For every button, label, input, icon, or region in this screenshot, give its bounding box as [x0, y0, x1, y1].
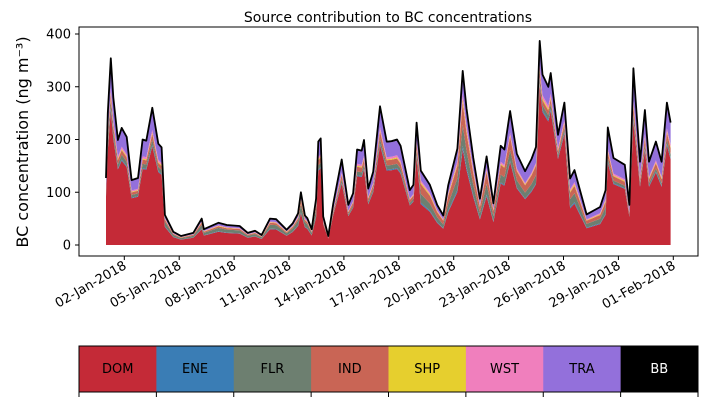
legend-swatch-ind — [311, 346, 389, 392]
legend-label-wst: WST — [490, 362, 519, 377]
legend-label-ind: IND — [338, 362, 362, 377]
plot-frame — [78, 26, 699, 257]
x-axis: 02-Jan-201805-Jan-201808-Jan-201811-Jan-… — [53, 256, 678, 312]
total-line — [105, 40, 672, 237]
stacked-areas — [106, 40, 671, 245]
y-tick-label: 400 — [46, 28, 71, 43]
legend-swatch-bb — [620, 346, 699, 392]
legend-label-dom: DOM — [102, 362, 133, 377]
legend-colorbar: DOM ENE FLR IND SHP WST TRA BB — [78, 345, 699, 397]
y-tick-label: 100 — [46, 186, 71, 201]
legend-swatch-flr — [233, 346, 312, 392]
legend-swatch-ene — [156, 346, 235, 392]
area-dom — [106, 85, 671, 245]
y-tick-label: 200 — [46, 133, 71, 148]
legend-label-ene: ENE — [182, 362, 208, 377]
y-axis-label: BC concentration (ng m⁻³) — [13, 36, 32, 247]
legend-label-shp: SHP — [414, 362, 440, 377]
legend-swatch-shp — [388, 346, 467, 392]
area-tra — [106, 42, 671, 238]
legend-swatch-tra — [543, 346, 622, 392]
y-axis: 0 100 200 300 400 — [46, 28, 79, 254]
legend-label-tra: TRA — [568, 362, 594, 377]
legend-label-bb: BB — [650, 362, 668, 377]
y-tick-label: 0 — [63, 239, 71, 254]
y-tick-label: 300 — [46, 80, 71, 95]
legend-label-flr: FLR — [261, 362, 285, 377]
legend-swatch-dom — [79, 346, 157, 392]
chart-title: Source contribution to BC concentrations — [244, 10, 532, 26]
legend-swatch-wst — [465, 346, 544, 392]
